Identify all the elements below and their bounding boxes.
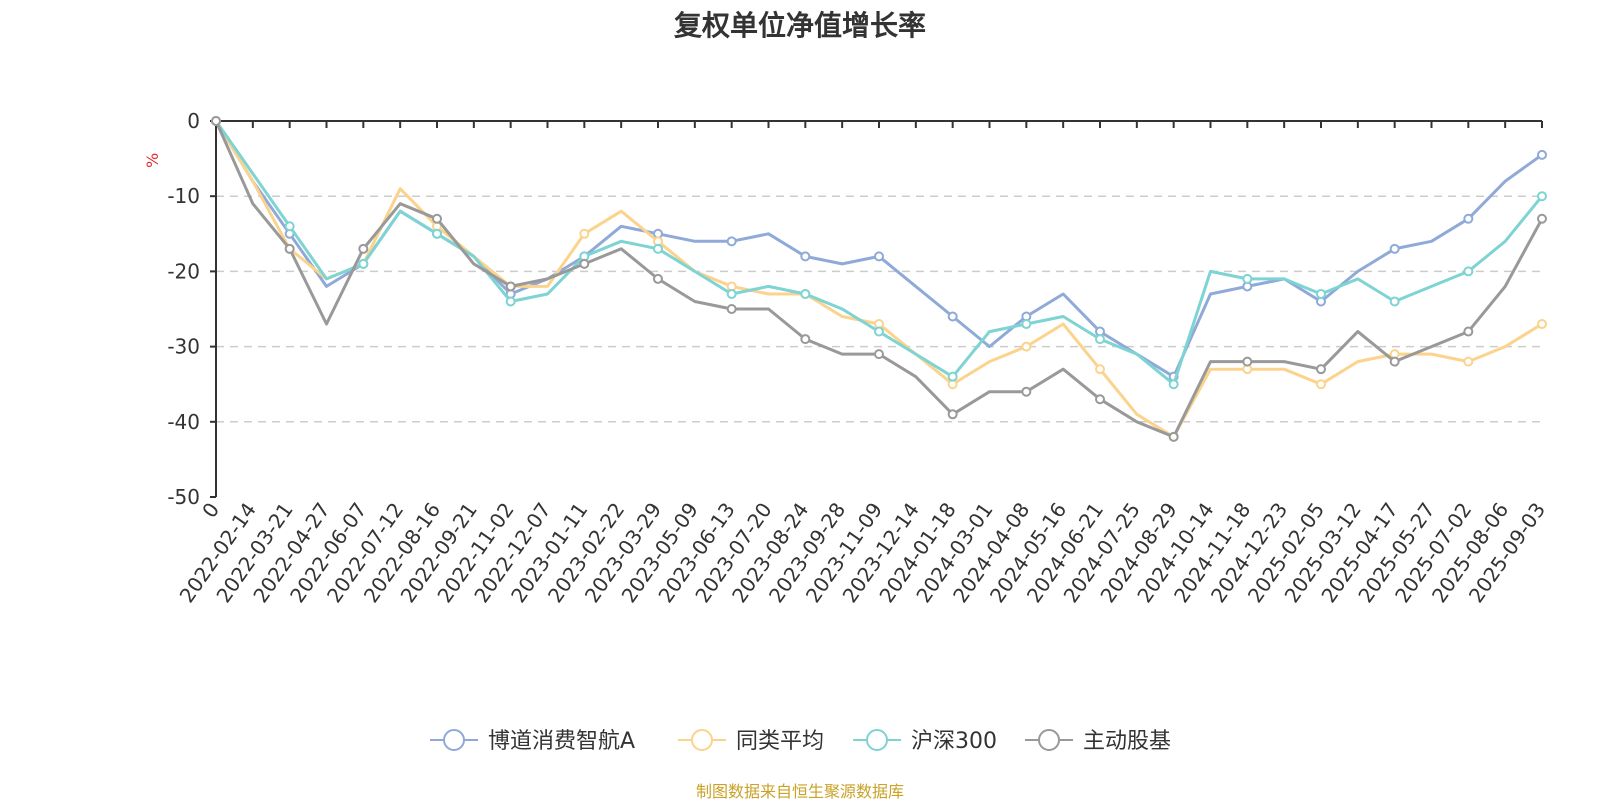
data-point [726,236,737,247]
data-point [1463,266,1474,277]
data-point [800,334,811,345]
series-line [214,120,1544,439]
data-point [1537,149,1547,160]
data-point [1242,273,1253,284]
y-tick-label: -30 [167,335,200,359]
data-point [432,228,442,239]
legend-marker [1038,729,1060,751]
data-point [1316,364,1326,375]
series-line [214,120,1543,379]
data-point [1463,356,1474,367]
data-point [432,213,442,224]
x-tick-labels: 02022-02-142022-03-212022-04-272022-06-0… [175,498,1550,607]
data-point [947,311,958,322]
data-point [1021,319,1032,330]
data-point [874,349,884,360]
series-line [214,120,1543,439]
axes [210,120,1543,498]
data-point [874,251,884,262]
data-point [284,221,295,232]
legend-item[interactable]: 博道消费智航A [430,729,635,754]
data-point [1389,356,1400,367]
data-point [1168,431,1179,442]
grid-lines [216,195,1542,423]
y-unit-label: % [143,153,162,168]
y-tick-label: -10 [167,184,200,208]
y-tick-label: -40 [167,410,200,434]
legend-label: 沪深300 [911,729,997,754]
data-point [653,243,663,254]
data-point [579,228,590,239]
data-point [1537,191,1547,202]
series-0 [211,116,1547,382]
data-point [505,281,516,292]
data-point [358,258,369,269]
data-point [1095,394,1105,405]
legend-label: 同类平均 [736,729,824,754]
data-point [1537,319,1547,330]
chart-title: 复权单位净值增长率 [673,9,926,42]
legend-label: 主动股基 [1083,729,1171,754]
data-point [211,116,221,126]
series-layer [211,116,1547,442]
data-point [1537,213,1547,224]
data-point [726,304,737,314]
data-point [800,288,811,299]
data-point [947,409,958,420]
data-point [284,243,295,254]
legend-marker [691,729,713,751]
data-point [653,273,663,284]
data-point [874,326,884,337]
data-point [1463,213,1474,224]
data-point [1242,356,1253,367]
data-point [726,288,737,299]
x-tick-label: 0 [197,498,224,522]
legend-item[interactable]: 沪深300 [853,729,997,754]
legend-item[interactable]: 同类平均 [678,729,824,754]
legend-marker [866,729,888,751]
data-point [1095,334,1105,345]
data-point [1389,296,1400,307]
y-tick-label: -50 [167,485,200,509]
legend-label: 博道消费智航A [488,729,635,754]
legend[interactable]: 博道消费智航A 同类平均 沪深300 主动股基 [430,729,1171,754]
data-point [505,296,516,307]
data-point [1021,386,1032,397]
y-tick-label: -20 [167,259,200,283]
y-tick-labels: 0 -10 -20 -30 -40 -50 [167,109,200,509]
y-tick-label: 0 [187,109,200,133]
data-point [1463,326,1474,337]
series-1 [211,116,1547,442]
data-point [1389,243,1400,254]
data-point [358,243,369,254]
data-point [800,251,811,262]
legend-item[interactable]: 主动股基 [1025,729,1171,754]
data-point [1168,379,1179,390]
data-point [947,371,958,382]
data-point [1095,364,1105,375]
series-3 [211,116,1547,442]
legend-marker [443,729,465,751]
source-note: 制图数据来自恒生聚源数据库 [695,782,904,801]
data-point [1316,288,1326,299]
data-point [1316,379,1326,390]
data-point [579,258,590,269]
data-point [1021,341,1032,352]
